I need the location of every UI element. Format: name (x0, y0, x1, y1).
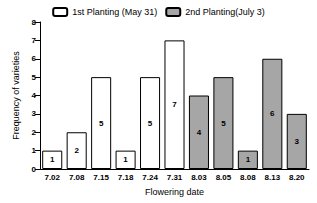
svg-text:4: 4 (32, 91, 37, 100)
svg-text:8.13: 8.13 (265, 173, 281, 182)
svg-text:5: 5 (32, 73, 37, 82)
svg-text:7.02: 7.02 (44, 173, 60, 182)
svg-text:1: 1 (123, 155, 128, 164)
svg-text:8.20: 8.20 (289, 173, 305, 182)
svg-text:3: 3 (32, 109, 37, 118)
svg-text:5: 5 (221, 119, 226, 128)
svg-text:5: 5 (148, 119, 153, 128)
svg-text:8.05: 8.05 (216, 173, 232, 182)
svg-text:8.08: 8.08 (240, 173, 256, 182)
svg-text:4: 4 (197, 128, 202, 137)
svg-text:2: 2 (32, 128, 37, 137)
svg-text:3: 3 (295, 137, 300, 146)
svg-text:1: 1 (246, 155, 251, 164)
svg-text:7.08: 7.08 (69, 173, 85, 182)
svg-text:7.15: 7.15 (93, 173, 109, 182)
svg-text:7.31: 7.31 (167, 173, 183, 182)
svg-text:6: 6 (270, 109, 275, 118)
svg-text:1st Planting (May 31): 1st Planting (May 31) (72, 7, 157, 17)
svg-text:7.24: 7.24 (142, 173, 158, 182)
svg-text:1: 1 (50, 155, 55, 164)
svg-text:2: 2 (74, 146, 79, 155)
svg-text:8: 8 (32, 18, 37, 27)
svg-text:1: 1 (32, 146, 37, 155)
svg-text:2nd Planting(July 3): 2nd Planting(July 3) (185, 7, 265, 17)
svg-text:8.03: 8.03 (191, 173, 207, 182)
svg-text:7: 7 (172, 100, 177, 109)
svg-text:0: 0 (32, 165, 37, 174)
svg-text:7.18: 7.18 (118, 173, 134, 182)
svg-text:7: 7 (32, 36, 37, 45)
svg-text:Flowering date: Flowering date (145, 187, 204, 197)
svg-text:5: 5 (99, 119, 104, 128)
svg-text:Frequency of varieties: Frequency of varieties (11, 51, 21, 140)
svg-text:6: 6 (32, 54, 37, 63)
